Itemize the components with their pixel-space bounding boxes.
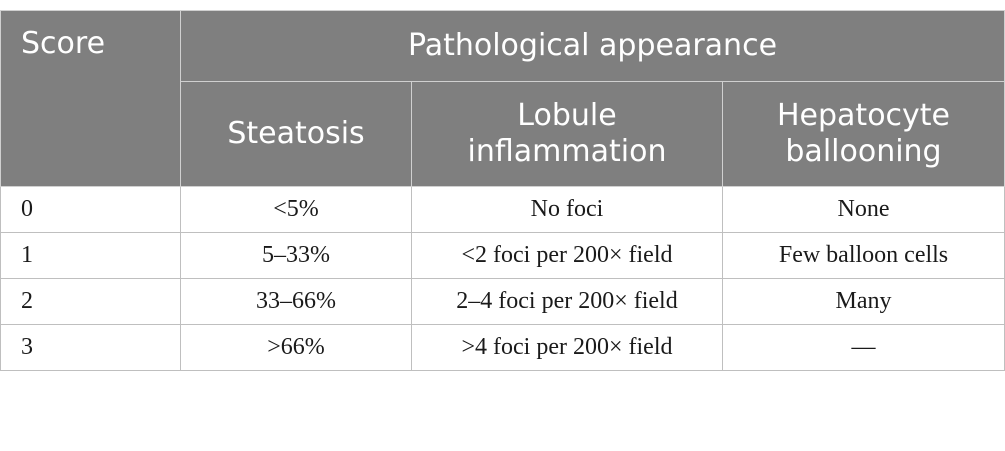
scoring-table: Score Pathological appearance Steatosis …: [0, 10, 1005, 371]
table-row: 0 <5% No foci None: [0, 186, 1005, 233]
ballooning-cell: Few balloon cells: [722, 232, 1005, 279]
steatosis-column-header: Steatosis: [180, 81, 412, 187]
table-header: Score Pathological appearance Steatosis …: [0, 10, 1005, 187]
table-body: 0 <5% No foci None 1 5–33% <2 foci per 2…: [0, 186, 1005, 371]
steatosis-cell: 5–33%: [180, 232, 412, 279]
score-column-header: Score: [0, 10, 181, 187]
score-cell: 1: [0, 232, 181, 279]
inflammation-cell: No foci: [411, 186, 723, 233]
inflammation-cell: <2 foci per 200× field: [411, 232, 723, 279]
score-cell: 0: [0, 186, 181, 233]
table-row: 1 5–33% <2 foci per 200× field Few ballo…: [0, 232, 1005, 279]
steatosis-cell: 33–66%: [180, 278, 412, 325]
inflammation-cell: 2–4 foci per 200× field: [411, 278, 723, 325]
ballooning-cell: —: [722, 324, 1005, 371]
pathological-appearance-header: Pathological appearance: [180, 10, 1005, 82]
steatosis-cell: >66%: [180, 324, 412, 371]
ballooning-cell: Many: [722, 278, 1005, 325]
inflammation-cell: >4 foci per 200× field: [411, 324, 723, 371]
lobule-inflammation-column-header: Lobule inflammation: [411, 81, 723, 187]
table-row: 2 33–66% 2–4 foci per 200× field Many: [0, 278, 1005, 325]
hepatocyte-ballooning-column-header: Hepatocyte ballooning: [722, 81, 1005, 187]
score-cell: 2: [0, 278, 181, 325]
score-cell: 3: [0, 324, 181, 371]
steatosis-cell: <5%: [180, 186, 412, 233]
ballooning-cell: None: [722, 186, 1005, 233]
table-row: 3 >66% >4 foci per 200× field —: [0, 324, 1005, 371]
